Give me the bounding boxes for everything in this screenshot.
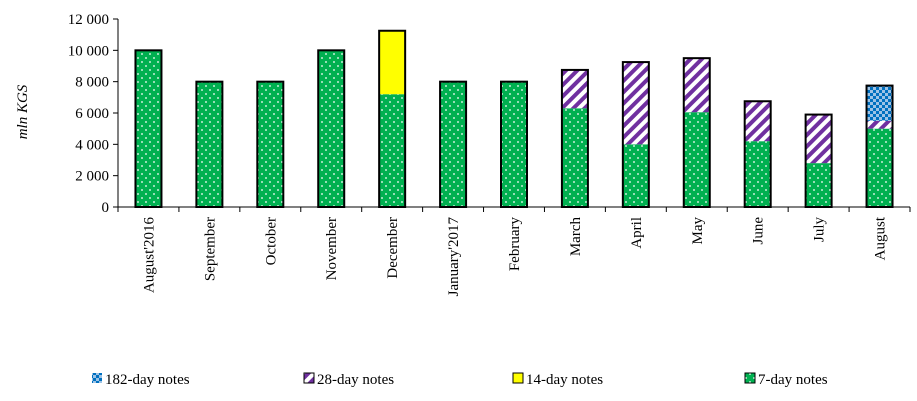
bar-7-day-notes: [257, 81, 284, 207]
y-tick-label: 0: [102, 200, 110, 216]
bar-28-day-notes: [744, 101, 771, 142]
bar-28-day-notes: [561, 69, 588, 109]
bar-7-day-notes: [805, 163, 832, 207]
x-tick-label: September: [202, 217, 218, 281]
x-tick-label: July: [812, 217, 828, 243]
bar-7-day-notes: [866, 128, 893, 207]
y-tick-label: 8 000: [75, 75, 109, 91]
bar-28-day-notes: [683, 58, 710, 113]
y-tick-label: 10 000: [68, 43, 109, 59]
x-tick-label: December: [385, 217, 401, 279]
legend-label-7-day-notes: 7-day notes: [758, 372, 828, 388]
bar-7-day-notes: [135, 50, 162, 208]
bar-28-day-notes: [805, 114, 832, 164]
x-tick-label: November: [324, 217, 340, 280]
x-tick-label: August'2016: [141, 217, 157, 294]
bar-7-day-notes: [196, 81, 223, 207]
legend-label-28-day-notes: 28-day notes: [317, 372, 394, 388]
bar-28-day-notes: [866, 120, 893, 129]
bar-7-day-notes: [744, 141, 771, 207]
legend-swatch-182-day-notes: [92, 373, 102, 383]
x-tick-label: August: [873, 216, 889, 260]
legend-label-14-day-notes: 14-day notes: [526, 372, 603, 388]
y-axis-title: mln KGS: [15, 84, 31, 139]
bar-7-day-notes: [501, 81, 527, 207]
y-tick-label: 12 000: [68, 12, 109, 28]
x-tick-label: May: [690, 217, 706, 245]
x-tick-label: January'2017: [446, 217, 462, 297]
y-tick-label: 6 000: [75, 106, 109, 122]
x-tick-label: October: [263, 217, 279, 265]
legend-swatch-7-day-notes: [744, 372, 756, 384]
legend-swatch-28-day-notes: [303, 372, 315, 384]
x-tick-label: February: [507, 217, 523, 272]
bar-7-day-notes: [379, 94, 406, 207]
bar-7-day-notes: [683, 112, 710, 207]
bar-7-day-notes: [622, 144, 649, 207]
x-axis: August'2016 September October November Decem…: [117, 206, 911, 297]
bar-7-day-notes: [561, 108, 588, 207]
bar-7-day-notes: [440, 81, 467, 207]
bar-14-day-notes: [379, 30, 406, 95]
legend-label-182-day-notes: 182-day notes: [105, 372, 190, 388]
x-tick-label: June: [751, 217, 767, 245]
bar-182-day-notes: [866, 85, 893, 121]
legend-swatch-14-day-notes: [512, 372, 524, 384]
y-tick-label: 2 000: [75, 169, 109, 185]
y-tick-label: 4 000: [75, 137, 109, 153]
bar-28-day-notes: [622, 62, 649, 145]
legend: 182-day notes 28-day notes 14-day notes 7-d…: [92, 372, 828, 388]
x-tick-label: March: [568, 217, 584, 257]
bars-group: [134, 29, 894, 209]
y-axis: 0 2 000 4 000 6 000 8 000 10 000 12 000: [68, 12, 119, 216]
bar-7-day-notes: [318, 50, 345, 208]
x-tick-label: April: [629, 217, 645, 249]
